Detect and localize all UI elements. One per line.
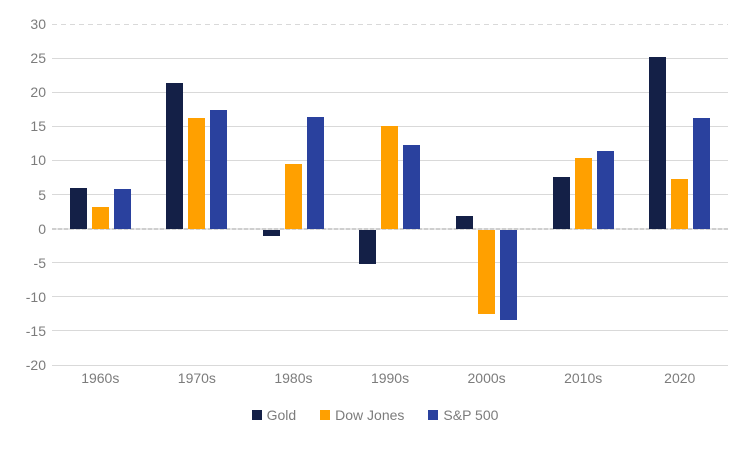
gridline — [52, 57, 728, 59]
category-label-1970s: 1970s — [177, 370, 216, 386]
y-axis-tick-label: -5 — [33, 254, 46, 271]
zero-axis-line — [52, 227, 728, 230]
legend: Gold Dow Jones S&P 500 — [0, 407, 750, 423]
category-label-2000s: 2000s — [467, 370, 506, 386]
bar-s-p-500-2020 — [693, 118, 711, 229]
y-axis-tick-label: 10 — [30, 152, 46, 169]
bar-dow-jones-1970s — [188, 118, 206, 229]
bar-s-p-500-1990s — [403, 144, 421, 229]
bar-gold-1990s — [359, 229, 377, 265]
bar-s-p-500-1970s — [210, 109, 228, 229]
legend-item-gold: Gold — [251, 407, 297, 423]
category-label-2010s: 2010s — [564, 370, 603, 386]
bar-dow-jones-2010s — [574, 158, 592, 229]
y-axis-tick-label: 0 — [38, 220, 46, 237]
bar-s-p-500-1960s — [113, 189, 131, 229]
gridline — [52, 364, 728, 366]
y-axis-tick-label: -15 — [25, 322, 46, 339]
bar-s-p-500-2000s — [500, 229, 518, 320]
gridline — [52, 23, 728, 25]
legend-label: Gold — [266, 407, 297, 423]
gridline — [52, 262, 728, 264]
y-axis-tick-label: 20 — [30, 84, 46, 101]
bar-s-p-500-2010s — [596, 150, 614, 229]
gridline — [52, 330, 728, 332]
bar-s-p-500-1980s — [306, 116, 324, 229]
bar-group-1970s — [149, 24, 246, 365]
category-label-1990s: 1990s — [370, 370, 410, 386]
bar-group-2020 — [631, 24, 728, 365]
gold-series-swatch — [251, 410, 262, 420]
y-axis-tick-label: -10 — [25, 288, 46, 305]
plot-area — [52, 23, 728, 366]
legend-label: Dow Jones — [335, 407, 405, 423]
x-axis: 1960s 1970s 1980s 1990s 2000s 2010s 2020 — [52, 370, 728, 386]
y-axis-tick-label: 25 — [30, 50, 46, 67]
category-label-1960s: 1960s — [81, 370, 120, 386]
bar-gold-2010s — [552, 177, 570, 229]
bar-dow-jones-1990s — [381, 126, 399, 229]
bar-group-1990s — [342, 24, 439, 365]
bar-group-1980s — [245, 24, 342, 365]
y-axis-tick-label: 5 — [38, 186, 46, 203]
y-axis: 30 25 20 15 10 5 0 -5 -10 -15 -20 — [0, 16, 46, 373]
bar-dow-jones-2000s — [478, 229, 496, 315]
bar-gold-2020 — [649, 57, 667, 229]
bar-group-2010s — [535, 24, 632, 365]
bar-gold-2000s — [456, 216, 474, 229]
bar-dow-jones-1960s — [91, 207, 109, 229]
y-axis-tick-label: -20 — [25, 357, 46, 373]
bar-group-2000s — [438, 24, 535, 365]
bar-group-1960s — [52, 24, 149, 365]
bar-gold-1960s — [69, 188, 87, 229]
gridline — [52, 91, 728, 93]
category-label-1980s: 1980s — [274, 370, 313, 386]
bar-dow-jones-1980s — [284, 163, 302, 229]
sp500-series-swatch — [428, 410, 439, 420]
legend-label: S&P 500 — [443, 407, 499, 423]
y-axis-tick-label: 15 — [30, 118, 46, 135]
bar-gold-1970s — [166, 82, 184, 229]
legend-item-dow-jones: Dow Jones — [320, 407, 404, 423]
category-label-2020: 2020 — [664, 370, 696, 386]
y-axis-tick-label: 30 — [30, 16, 46, 32]
gridline — [52, 296, 728, 298]
dow-jones-series-swatch — [320, 410, 331, 420]
bar-dow-jones-2020 — [671, 179, 689, 229]
legend-item-sp500: S&P 500 — [428, 407, 498, 423]
bar-gold-1980s — [262, 229, 280, 236]
